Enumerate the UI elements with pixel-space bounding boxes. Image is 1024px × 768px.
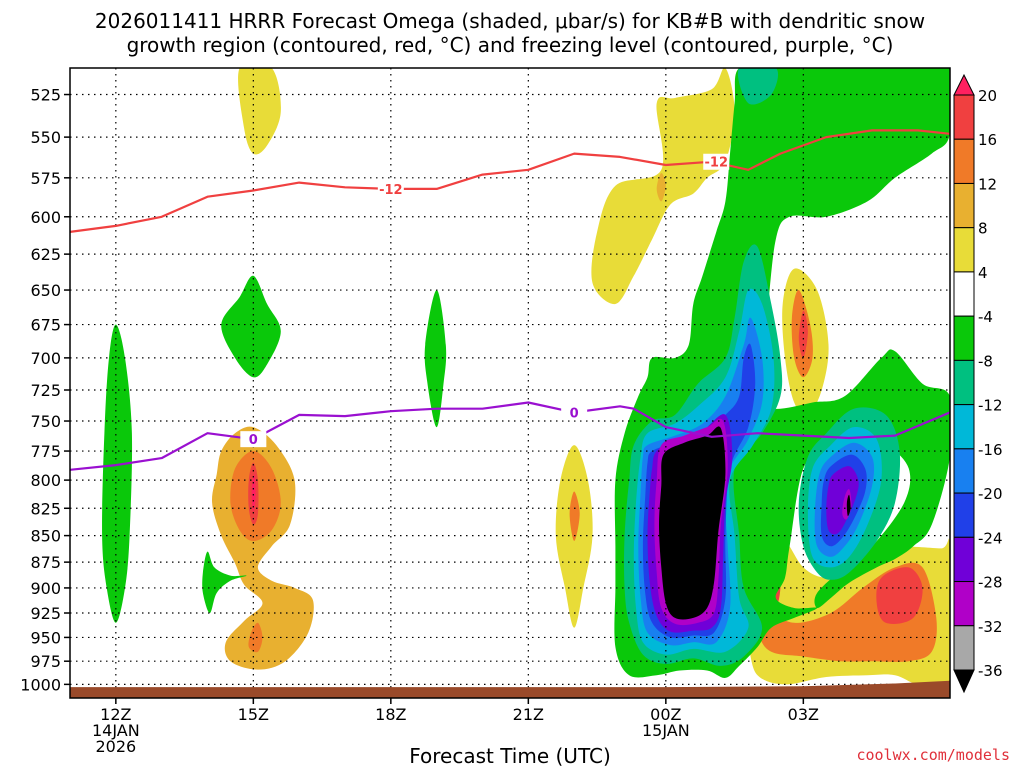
grid-lines <box>70 68 950 698</box>
chart-title-line2: growth region (contoured, red, °C) and f… <box>127 33 894 57</box>
y-tick-label-775: 775 <box>30 442 61 461</box>
y-tick-label-825: 825 <box>30 499 61 518</box>
omega-region-33 <box>826 466 859 535</box>
omega-region-16 <box>798 310 808 358</box>
y-tick-label-725: 725 <box>30 381 61 400</box>
y-axis: 525 550 575 600 625 650 675 700 725 750 775 800 825 8… <box>20 86 70 694</box>
y-tick-label-700: 700 <box>30 349 61 368</box>
colorbar-label-8: -16 <box>978 441 1003 459</box>
colorbar-label-3: 8 <box>978 220 988 238</box>
omega-shading <box>102 68 950 695</box>
y-tick-label-625: 625 <box>30 245 61 264</box>
chart-title-line1: 2026011411 HRRR Forecast Omega (shaded, … <box>95 9 925 33</box>
omega-region-36 <box>659 426 726 620</box>
y-tick-label-850: 850 <box>30 527 61 546</box>
y-tick-label-800: 800 <box>30 471 61 490</box>
contour-label-1-0: 0 <box>249 433 258 448</box>
y-tick-label-550: 550 <box>30 128 61 147</box>
colorbar-swatch-1 <box>953 94 975 140</box>
contour-label-bg <box>240 431 267 448</box>
omega-region-11 <box>569 491 580 541</box>
colorbar-label-11: -28 <box>978 574 1003 592</box>
x-tick-label-00Z: 00Z <box>650 705 681 724</box>
y-tick-label-675: 675 <box>30 316 61 335</box>
x-tick-year-12Z: 2026 <box>95 737 136 756</box>
plot-area: -12 -12 0 0 <box>70 68 950 698</box>
contour-label-1-1: 0 <box>570 406 579 421</box>
colorbar-swatch-7 <box>953 359 975 406</box>
omega-region-8 <box>202 551 247 613</box>
colorbar-label-12: -32 <box>978 618 1003 636</box>
colorbar-label-0: 20 <box>978 87 997 105</box>
y-tick-label-875: 875 <box>30 553 61 572</box>
colorbar-swatch-4 <box>953 227 975 273</box>
x-tick-label-18Z: 18Z <box>375 705 406 724</box>
colorbar-swatch-2 <box>953 138 975 184</box>
colorbar-label-10: -24 <box>978 529 1003 547</box>
contour-line-1 <box>70 401 950 471</box>
contour-label-0-1: -12 <box>705 156 729 171</box>
y-tick-label-950: 950 <box>30 628 61 647</box>
colorbar: 20 16 12 8 4 -4 -8 -12 -16 -20 -24 -28 -32 -36 <box>953 73 1003 694</box>
colorbar-label-1: 16 <box>978 131 997 149</box>
colorbar-swatch-13 <box>953 625 975 671</box>
colorbar-label-7: -12 <box>978 397 1003 415</box>
x-tick-label-03Z: 03Z <box>788 705 819 724</box>
contour-label-bg <box>561 404 588 421</box>
y-tick-label-1000: 1000 <box>20 675 61 694</box>
y-tick-label-600: 600 <box>30 208 61 227</box>
omega-region-37 <box>846 494 851 517</box>
colorbar-swatch-5 <box>953 271 975 317</box>
omega-region-5 <box>251 474 256 512</box>
x-tick-date-12Z: 14JAN <box>92 721 140 740</box>
contour-label-bg <box>377 180 404 197</box>
y-tick-label-750: 750 <box>30 412 61 431</box>
terrain-surface <box>70 680 950 698</box>
y-tick-label-975: 975 <box>30 652 61 671</box>
x-tick-label-15Z: 15Z <box>238 705 269 724</box>
colorbar-label-6: -8 <box>978 352 993 370</box>
colorbar-swatch-3 <box>953 182 975 229</box>
contour-lines: -12 -12 0 0 <box>70 129 950 471</box>
omega-region-6 <box>221 275 281 378</box>
y-tick-label-900: 900 <box>30 579 61 598</box>
omega-region-7 <box>102 324 133 623</box>
y-tick-label-525: 525 <box>30 86 61 105</box>
colorbar-bottom-arrow <box>953 669 975 694</box>
y-tick-label-575: 575 <box>30 169 61 188</box>
colorbar-label-2: 12 <box>978 175 997 193</box>
colorbar-label-13: -36 <box>978 662 1003 680</box>
contour-line-0 <box>70 129 950 233</box>
colorbar-label-5: -4 <box>978 308 993 326</box>
colorbar-swatch-9 <box>953 448 975 494</box>
omega-region-13 <box>656 172 666 202</box>
contour-label-0-0: -12 <box>379 183 403 198</box>
x-tick-label-21Z: 21Z <box>513 705 544 724</box>
x-tick-label-12Z: 12Z <box>100 705 131 724</box>
omega-region-3 <box>248 622 263 653</box>
colorbar-swatch-12 <box>953 581 975 627</box>
colorbar-swatch-8 <box>953 404 975 450</box>
contour-label-bg <box>703 153 730 170</box>
colorbar-swatch-11 <box>953 536 975 583</box>
colorbar-swatch-6 <box>953 315 975 361</box>
x-axis-label: Forecast Time (UTC) <box>409 744 611 768</box>
colorbar-swatch-10 <box>953 492 975 538</box>
plot-frame <box>69 67 951 699</box>
colorbar-label-4: 4 <box>978 264 988 282</box>
omega-region-21 <box>876 567 923 624</box>
omega-region-25 <box>737 68 779 105</box>
colorbar-label-9: -20 <box>978 485 1003 503</box>
omega-region-0 <box>238 68 281 155</box>
x-tick-date-00Z: 15JAN <box>642 721 690 740</box>
credit-text: coolwx.com/models <box>856 746 1010 764</box>
y-tick-label-925: 925 <box>30 604 61 623</box>
y-tick-label-650: 650 <box>30 281 61 300</box>
